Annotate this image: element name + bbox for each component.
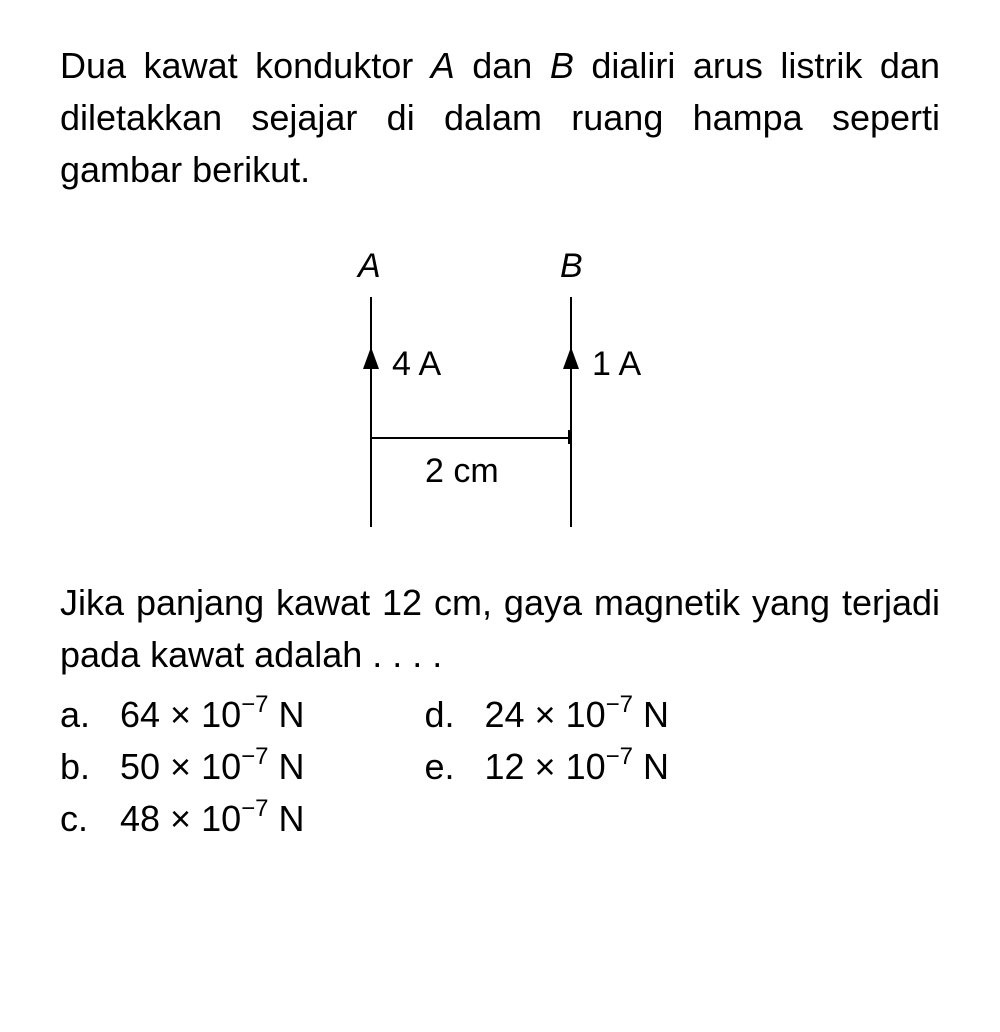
opt-unit: N <box>633 694 669 735</box>
distance-line <box>370 437 570 439</box>
option-letter: b. <box>60 741 120 793</box>
wire-b <box>570 297 572 527</box>
option-b: b. 50 × 10−7 N <box>60 741 305 793</box>
opt-unit: N <box>269 694 305 735</box>
opt-coeff: 12 <box>485 746 525 787</box>
options-container: a. 64 × 10−7 N b. 50 × 10−7 N c. 48 × 10… <box>60 689 940 846</box>
wire-label-a: A <box>358 247 381 286</box>
current-a-label: 4 A <box>392 345 441 384</box>
option-d: d. 24 × 10−7 N <box>425 689 670 741</box>
opt-mult: × 10 <box>525 694 606 735</box>
option-e: e. 12 × 10−7 N <box>425 741 670 793</box>
option-value: 50 × 10−7 N <box>120 741 305 793</box>
option-letter: a. <box>60 689 120 741</box>
opt-mult: × 10 <box>160 798 241 839</box>
question-text: Dua kawat konduktor A dan B dialiri arus… <box>60 40 940 197</box>
options-col-right: d. 24 × 10−7 N e. 12 × 10−7 N <box>425 689 670 846</box>
q-var-b: B <box>550 45 574 86</box>
wire-label-b: B <box>560 247 583 286</box>
opt-coeff: 50 <box>120 746 160 787</box>
opt-unit: N <box>269 746 305 787</box>
option-a: a. 64 × 10−7 N <box>60 689 305 741</box>
opt-exp: −7 <box>241 691 268 718</box>
diagram-container: A B 4 A 1 A 2 cm <box>60 247 940 527</box>
arrow-b <box>563 347 579 369</box>
opt-exp: −7 <box>241 795 268 822</box>
distance-label: 2 cm <box>425 452 499 491</box>
q-var-a: A <box>431 45 455 86</box>
opt-exp: −7 <box>606 691 633 718</box>
option-value: 12 × 10−7 N <box>485 741 670 793</box>
options-col-left: a. 64 × 10−7 N b. 50 × 10−7 N c. 48 × 10… <box>60 689 305 846</box>
current-b-label: 1 A <box>592 345 641 384</box>
arrow-a <box>363 347 379 369</box>
opt-unit: N <box>269 798 305 839</box>
opt-exp: −7 <box>241 743 268 770</box>
option-c: c. 48 × 10−7 N <box>60 793 305 845</box>
distance-tick-right <box>568 430 570 444</box>
option-letter: e. <box>425 741 485 793</box>
opt-coeff: 64 <box>120 694 160 735</box>
diagram: A B 4 A 1 A 2 cm <box>280 247 720 527</box>
opt-coeff: 24 <box>485 694 525 735</box>
opt-mult: × 10 <box>160 694 241 735</box>
option-value: 64 × 10−7 N <box>120 689 305 741</box>
wire-a <box>370 297 372 527</box>
opt-mult: × 10 <box>525 746 606 787</box>
opt-unit: N <box>633 746 669 787</box>
opt-mult: × 10 <box>160 746 241 787</box>
distance-tick-left <box>370 430 372 444</box>
option-letter: d. <box>425 689 485 741</box>
option-value: 48 × 10−7 N <box>120 793 305 845</box>
opt-coeff: 48 <box>120 798 160 839</box>
opt-exp: −7 <box>606 743 633 770</box>
followup-text: Jika panjang kawat 12 cm, gaya magnetik … <box>60 577 940 681</box>
q-part1: Dua kawat konduktor <box>60 45 431 86</box>
q-mid1: dan <box>455 45 550 86</box>
option-letter: c. <box>60 793 120 845</box>
option-value: 24 × 10−7 N <box>485 689 670 741</box>
